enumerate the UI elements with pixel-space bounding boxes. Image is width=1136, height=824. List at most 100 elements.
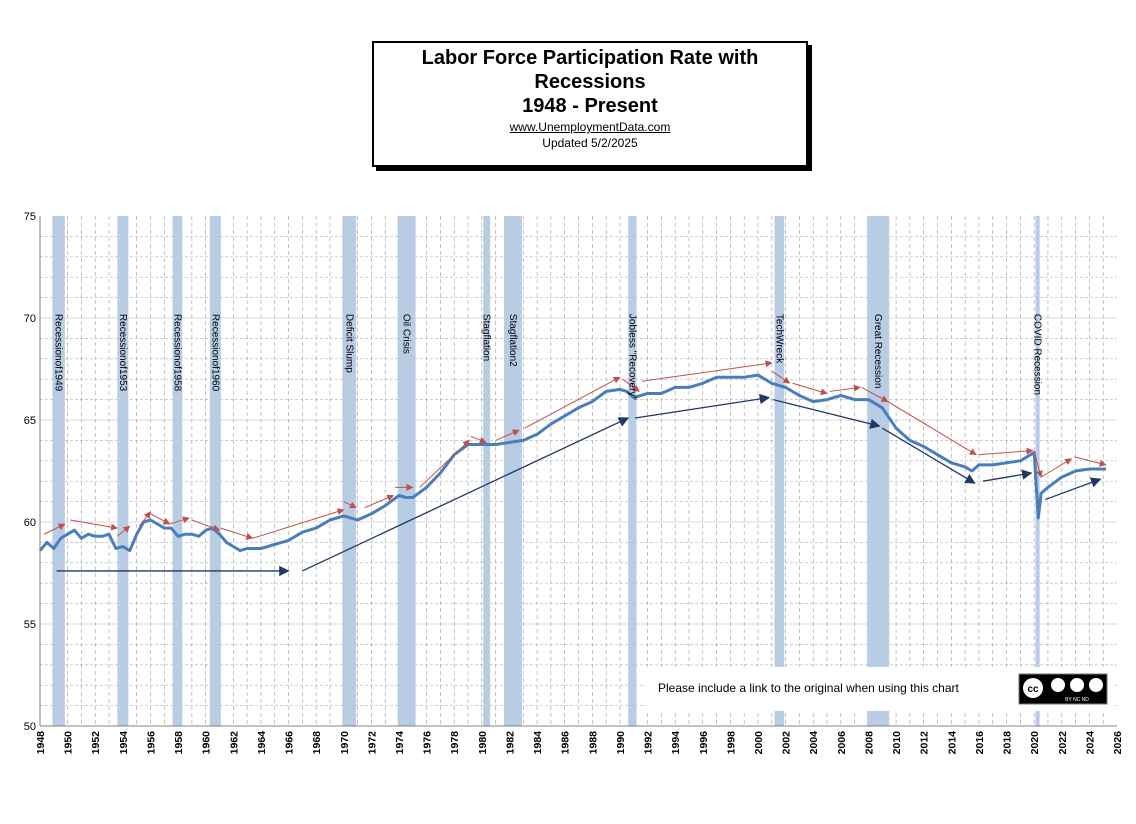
trend-arrow-navy bbox=[1044, 477, 1102, 501]
x-tick-label: 1962 bbox=[228, 731, 240, 755]
y-tick-label: 60 bbox=[24, 517, 36, 529]
y-tick-label: 70 bbox=[24, 313, 36, 325]
x-tick-label: 2014 bbox=[946, 731, 958, 755]
x-tick-label: 1980 bbox=[477, 731, 489, 755]
x-tick-label: 1984 bbox=[532, 731, 544, 755]
trend-arrow-red bbox=[861, 386, 889, 403]
trend-arrow-red bbox=[191, 519, 221, 532]
license-icon bbox=[1089, 678, 1103, 692]
x-tick-label: 2020 bbox=[1029, 731, 1041, 755]
updated-date: Updated 5/2/2025 bbox=[542, 136, 638, 150]
x-tick-label: 1998 bbox=[725, 731, 737, 755]
trend-arrow-red bbox=[887, 401, 977, 456]
trend-arrow-red bbox=[771, 370, 791, 384]
trend-arrow-navy bbox=[635, 393, 771, 419]
recession-band bbox=[483, 216, 491, 726]
x-tick-label: 2006 bbox=[836, 731, 848, 755]
x-tick-label: 1958 bbox=[173, 731, 185, 755]
x-tick-label: 2016 bbox=[974, 731, 986, 755]
recession-label: Stagflation2 bbox=[507, 314, 518, 367]
trend-arrow-red bbox=[1074, 456, 1107, 467]
license-icon bbox=[1051, 678, 1065, 692]
trend-arrow-red bbox=[117, 525, 131, 537]
x-tick-label: 2018 bbox=[1002, 731, 1014, 755]
trend-arrow-red bbox=[70, 519, 119, 531]
website-link[interactable]: www.UnemploymentData.com bbox=[509, 120, 671, 134]
recession-label: Jobless "Recovery" bbox=[626, 314, 637, 400]
x-tick-label: 1972 bbox=[366, 731, 378, 755]
trend-arrow-red bbox=[169, 516, 190, 525]
x-tick-label: 2000 bbox=[753, 731, 765, 755]
recession-band bbox=[342, 216, 357, 726]
notice-text: Please include a link to the original wh… bbox=[658, 681, 960, 695]
x-tick-label: 1964 bbox=[256, 731, 268, 755]
recession-band bbox=[503, 216, 522, 726]
x-tick-label: 1992 bbox=[643, 731, 655, 755]
trend-arrow-navy bbox=[302, 417, 630, 572]
recession-band bbox=[52, 216, 65, 726]
trend-arrow-red bbox=[470, 435, 487, 444]
x-tick-label: 2022 bbox=[1057, 731, 1069, 755]
x-tick-label: 1986 bbox=[560, 731, 572, 755]
recession-band bbox=[397, 216, 416, 726]
cc-badge-label: cc bbox=[1027, 684, 1039, 695]
trend-arrow-red bbox=[419, 439, 470, 488]
x-tick-label: 1950 bbox=[63, 731, 75, 755]
recession-label: Great Recession bbox=[872, 314, 883, 388]
x-tick-label: 1982 bbox=[504, 731, 516, 755]
trend-arrow-navy bbox=[881, 427, 976, 484]
recession-band bbox=[774, 216, 785, 726]
trend-arrow-red bbox=[978, 447, 1034, 456]
trend-arrow-red bbox=[641, 360, 773, 382]
trend-arrow-red bbox=[1040, 458, 1073, 478]
recession-band bbox=[867, 216, 890, 726]
x-tick-label: 1978 bbox=[449, 731, 461, 755]
trend-arrow-red bbox=[792, 382, 828, 396]
trend-arrow-red bbox=[252, 508, 345, 539]
x-tick-label: 1974 bbox=[394, 731, 406, 755]
x-tick-label: 1990 bbox=[615, 731, 627, 755]
trend-arrow-red bbox=[220, 527, 254, 540]
x-tick-label: 1996 bbox=[698, 731, 710, 755]
trend-arrow-red bbox=[622, 378, 640, 392]
recession-label: Deficit Slump bbox=[343, 314, 354, 373]
x-tick-label: 1966 bbox=[284, 731, 296, 755]
x-tick-label: 2024 bbox=[1084, 731, 1096, 755]
trend-arrow-red bbox=[150, 513, 171, 525]
trend-arrow-red bbox=[43, 523, 66, 535]
recession-band bbox=[209, 216, 221, 726]
cc-badge-sublabel: BY NC ND bbox=[1065, 697, 1089, 703]
recession-band bbox=[172, 216, 183, 726]
y-tick-label: 50 bbox=[24, 721, 36, 733]
trend-arrow-red bbox=[829, 384, 861, 392]
x-tick-label: 2012 bbox=[919, 731, 931, 755]
y-tick-label: 65 bbox=[24, 415, 36, 427]
y-tick-label: 55 bbox=[24, 619, 36, 631]
trend-arrow-red bbox=[139, 511, 151, 527]
trend-arrow-red bbox=[364, 494, 395, 509]
x-tick-label: 1948 bbox=[35, 731, 47, 755]
x-tick-label: 1956 bbox=[145, 731, 157, 755]
recession-label: COVID Recession bbox=[1032, 314, 1043, 395]
recession-label: Stagflation bbox=[481, 314, 492, 361]
chart-title-line-2: Recessions bbox=[534, 71, 646, 93]
recession-label: TechWreck bbox=[773, 314, 784, 364]
x-tick-label: 2026 bbox=[1112, 731, 1124, 755]
trend-arrow-red bbox=[1033, 450, 1043, 478]
x-tick-label: 1952 bbox=[90, 731, 102, 755]
recession-label: Recessionof1953 bbox=[117, 314, 128, 392]
x-tick-label: 2004 bbox=[808, 731, 820, 755]
cc-circle-icon bbox=[1023, 678, 1043, 698]
x-tick-label: 1960 bbox=[201, 731, 213, 755]
x-tick-label: 1954 bbox=[118, 731, 130, 755]
x-tick-label: 1994 bbox=[670, 731, 682, 755]
trend-arrow-navy bbox=[982, 469, 1033, 482]
x-tick-label: 1970 bbox=[339, 731, 351, 755]
license-icon bbox=[1070, 678, 1084, 692]
x-tick-label: 2002 bbox=[781, 731, 793, 755]
recession-label: Oil Crisis bbox=[401, 314, 412, 354]
participation-rate-line bbox=[38, 373, 1106, 553]
y-tick-label: 75 bbox=[24, 211, 36, 223]
recession-label: Recessionof1949 bbox=[53, 314, 64, 392]
